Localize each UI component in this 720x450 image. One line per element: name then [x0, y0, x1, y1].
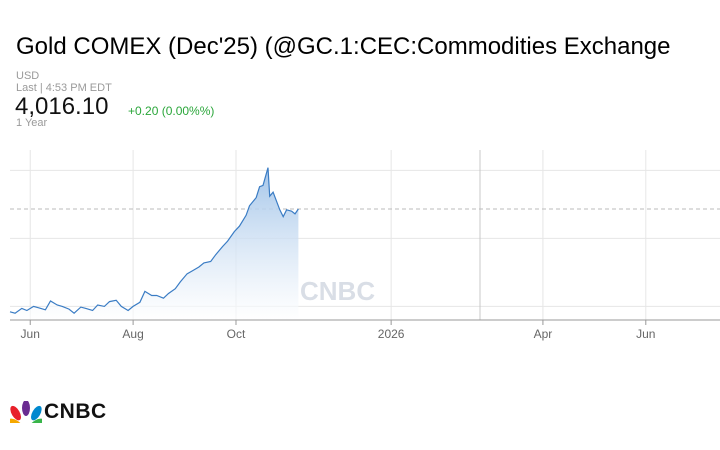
- range-label: 1 Year: [16, 117, 48, 129]
- watermark: CNBC: [300, 276, 375, 306]
- x-tick-label: Apr: [534, 327, 553, 341]
- x-tick-label: Oct: [227, 327, 246, 341]
- price-change: +0.20 (0.00%%): [128, 104, 215, 118]
- watermark-text: CNBC: [300, 276, 375, 306]
- price-chart: CNBC Jun Aug Oct 2026 Apr Jun: [9, 150, 720, 341]
- x-tick-label: Jun: [636, 327, 655, 341]
- x-tick-label: 2026: [378, 327, 405, 341]
- logo-text: CNBC: [44, 400, 107, 423]
- plot-layer: [9, 167, 299, 320]
- last-updated-label: Last | 4:53 PM EDT: [16, 82, 112, 94]
- cnbc-logo[interactable]: CNBC: [10, 400, 107, 424]
- x-tick-label: Jun: [21, 327, 40, 341]
- last-price: 4,016.10: [15, 93, 109, 120]
- x-tick-label: Aug: [122, 327, 143, 341]
- currency-label: USD: [16, 70, 40, 82]
- peacock-icon: [10, 401, 42, 423]
- chart-title: Gold COMEX (Dec'25) (@GC.1:CEC:Commoditi…: [16, 33, 671, 60]
- price-area: [10, 167, 299, 320]
- x-axis: Jun Aug Oct 2026 Apr Jun: [10, 319, 720, 341]
- price-line: [9, 167, 299, 314]
